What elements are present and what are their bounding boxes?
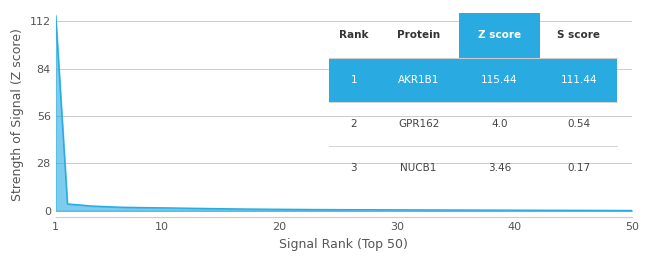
Text: Z score: Z score <box>478 30 521 40</box>
Text: 111.44: 111.44 <box>560 75 597 85</box>
Bar <box>459 13 540 58</box>
Bar <box>330 58 618 102</box>
Text: 3.46: 3.46 <box>488 163 511 173</box>
Text: 3: 3 <box>350 163 357 173</box>
Text: 0.17: 0.17 <box>567 163 590 173</box>
Text: AKR1B1: AKR1B1 <box>398 75 439 85</box>
Text: 4.0: 4.0 <box>491 119 508 129</box>
Text: Rank: Rank <box>339 30 369 40</box>
X-axis label: Signal Rank (Top 50): Signal Rank (Top 50) <box>280 238 408 251</box>
Text: S score: S score <box>557 30 600 40</box>
Text: Protein: Protein <box>397 30 440 40</box>
Y-axis label: Strength of Signal (Z score): Strength of Signal (Z score) <box>11 28 24 201</box>
Text: 0.54: 0.54 <box>567 119 590 129</box>
Text: 2: 2 <box>350 119 357 129</box>
Text: GPR162: GPR162 <box>398 119 439 129</box>
Text: 1: 1 <box>350 75 357 85</box>
Text: 115.44: 115.44 <box>481 75 517 85</box>
Text: NUCB1: NUCB1 <box>400 163 437 173</box>
